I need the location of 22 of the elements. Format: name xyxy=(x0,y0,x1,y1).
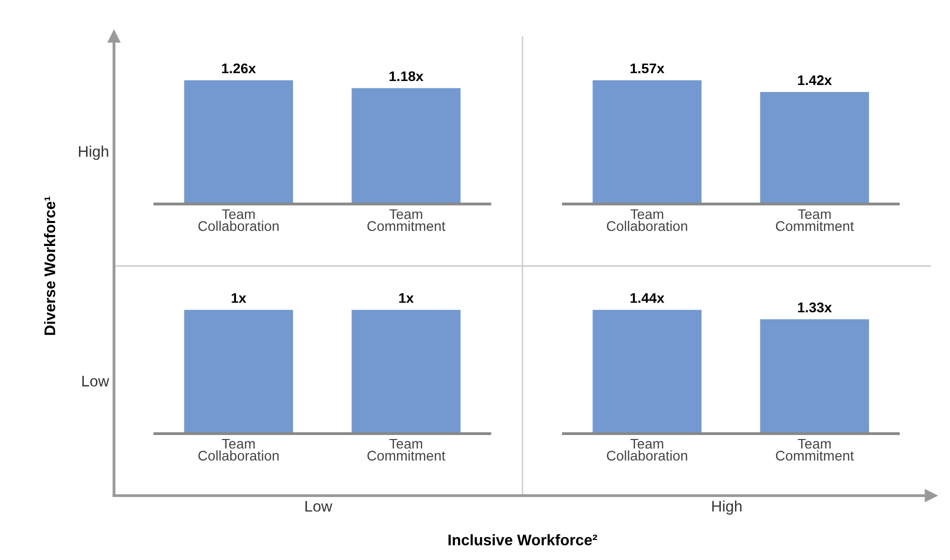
x-tick-label: Team Commitment xyxy=(776,438,854,461)
data-label: 1x xyxy=(232,293,246,303)
x-tick-label: Team Commitment xyxy=(367,209,446,232)
x-tick-label: Team Collaboration xyxy=(606,209,688,232)
x-tick-label: Team Collaboration xyxy=(198,438,279,461)
data-label: 1.33x xyxy=(798,302,832,312)
data-label: 1.26x xyxy=(222,63,256,74)
category-label: Low xyxy=(82,376,110,386)
data-label: 1.57x xyxy=(630,64,664,74)
category-label: High xyxy=(712,500,742,515)
text: Diverse Workforce¹ xyxy=(44,196,56,335)
x-tick-label: Team Collaboration xyxy=(198,209,279,232)
data-label: 1.18x xyxy=(390,71,424,82)
text: Inclusive Workforce² xyxy=(448,534,598,546)
data-label: 1.42x xyxy=(798,75,832,85)
x-tick-label: Team Collaboration xyxy=(606,438,688,461)
x-tick-label: Team Commitment xyxy=(776,209,854,232)
data-label: 1x xyxy=(399,293,414,303)
category-label: Low xyxy=(305,501,332,512)
x-tick-label: Team Commitment xyxy=(367,438,446,461)
data-label: 1.44x xyxy=(630,293,664,303)
category-label: High xyxy=(78,146,108,160)
